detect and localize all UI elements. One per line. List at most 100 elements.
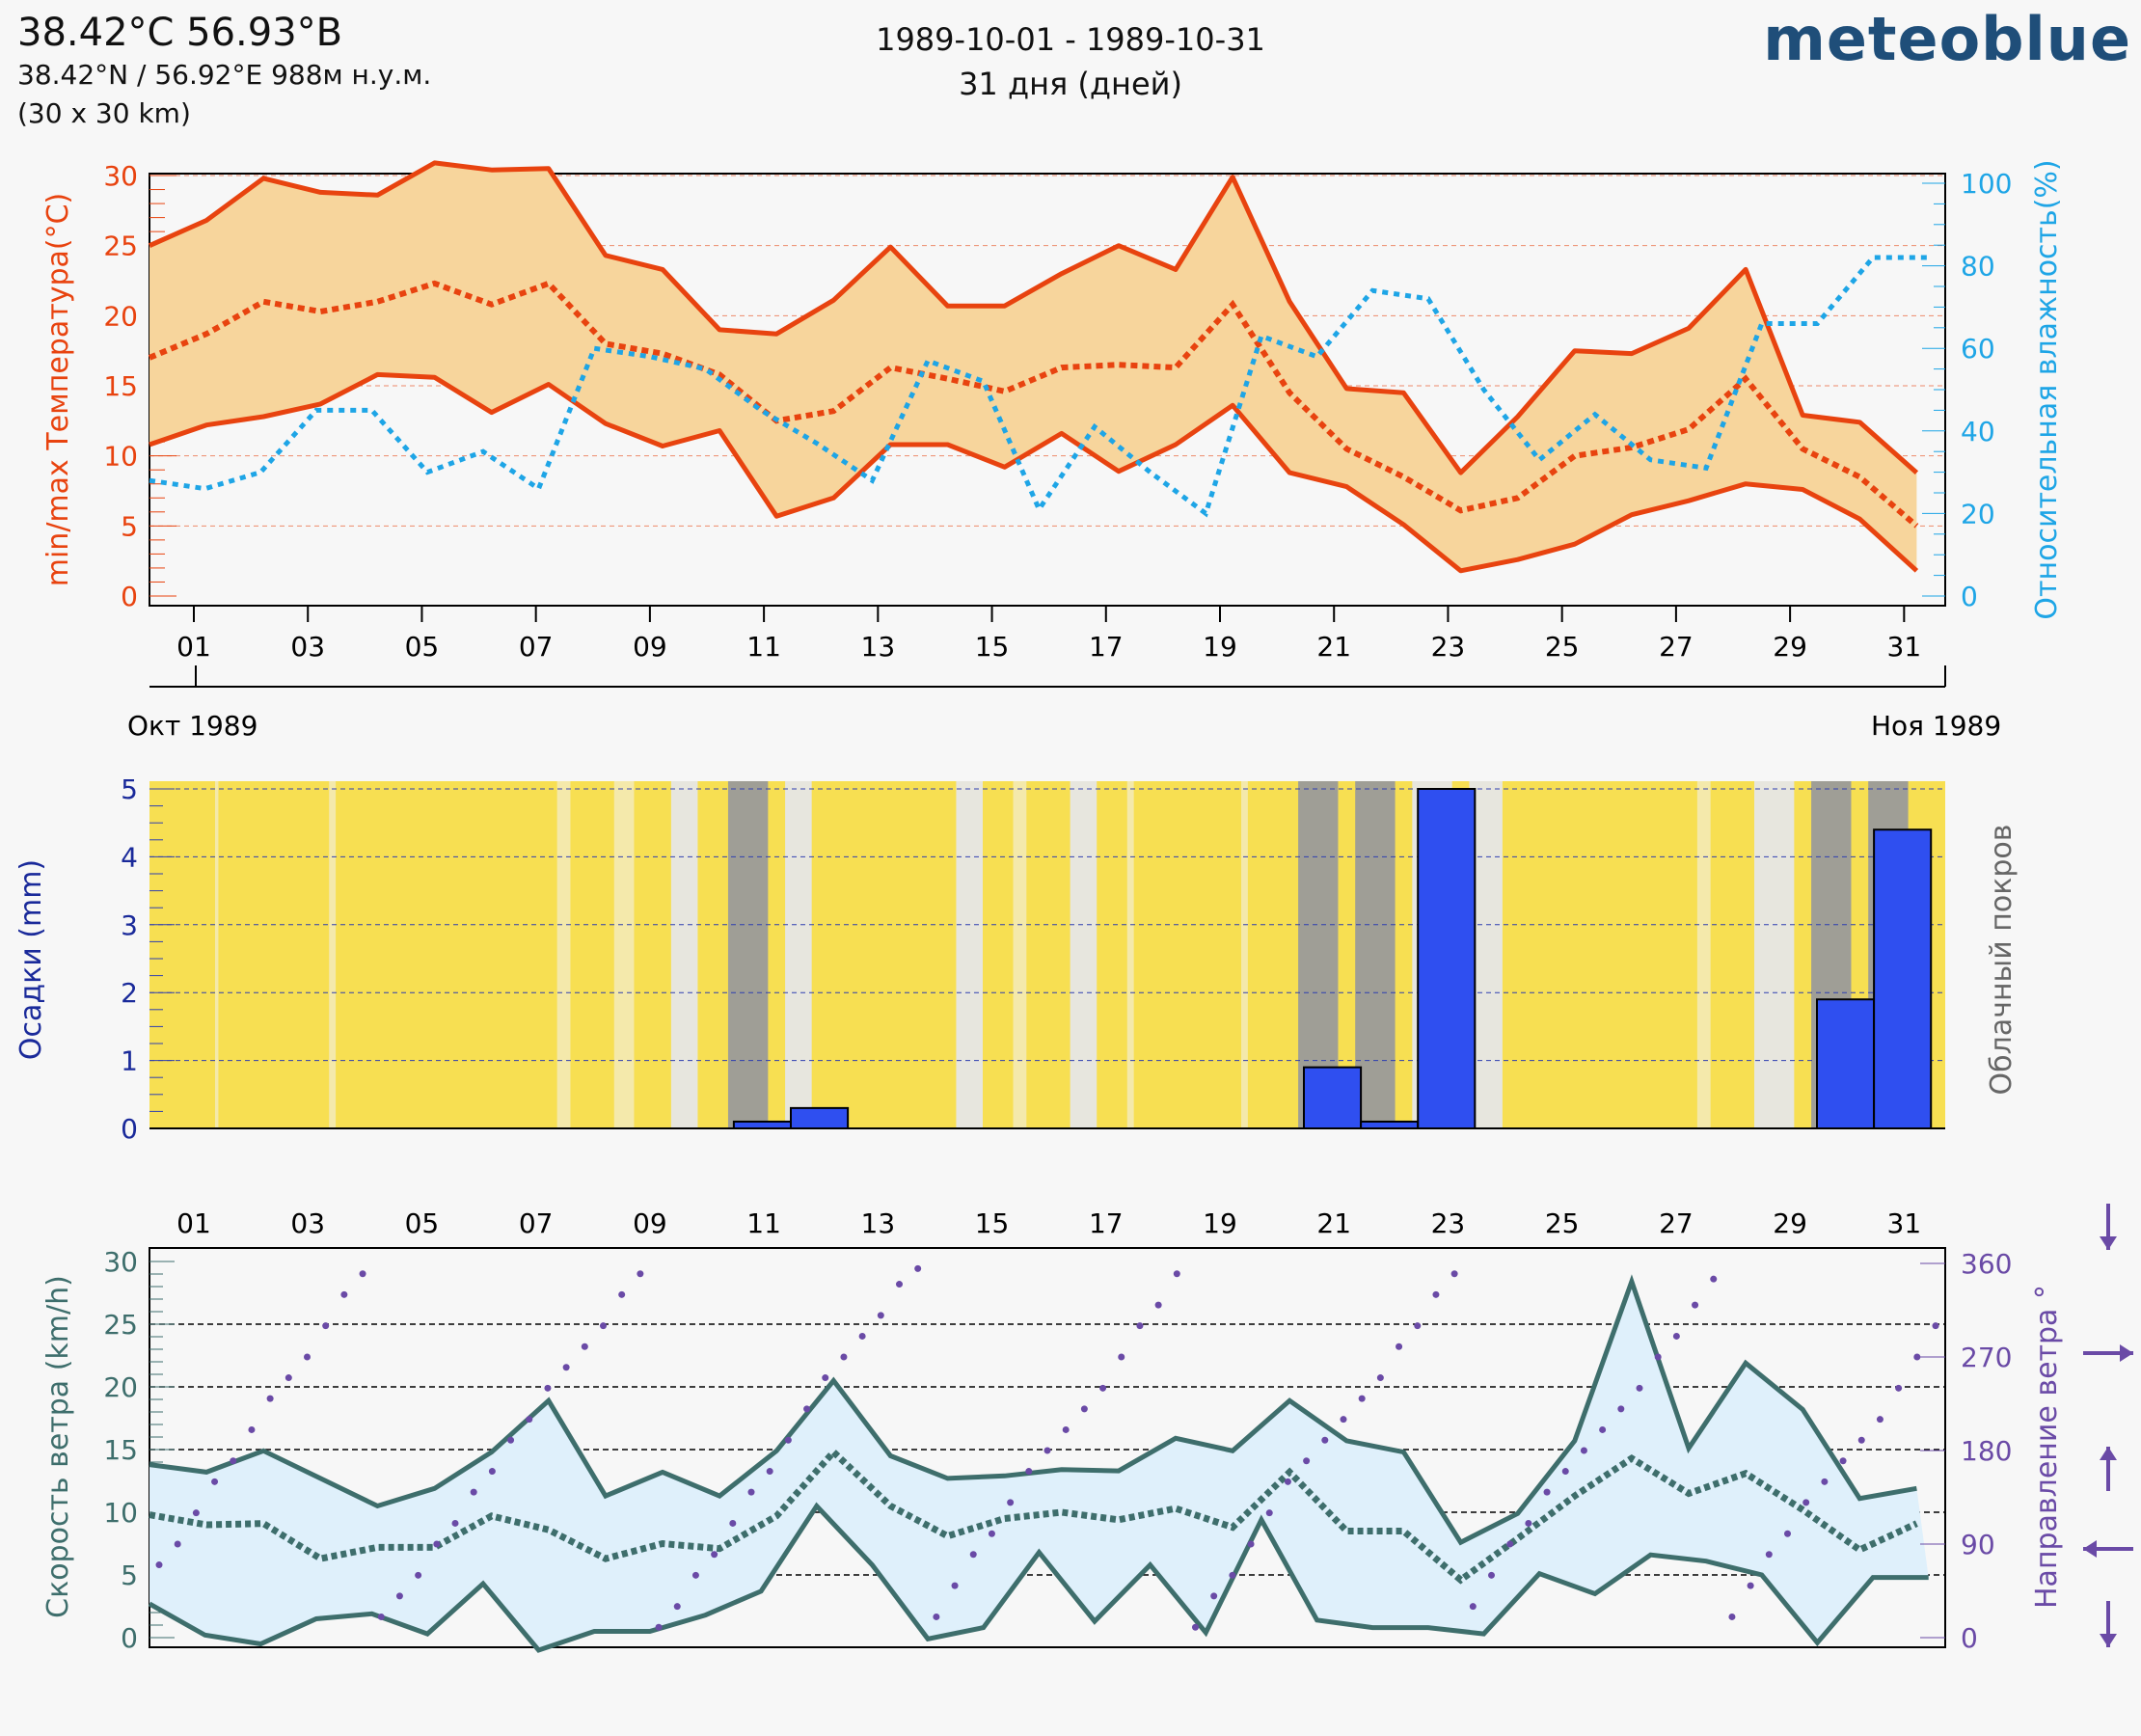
wind-direction-point (211, 1478, 219, 1485)
day-tick-label: 19 (1203, 631, 1237, 663)
direction-arrow-head-icon (2100, 1634, 2117, 1647)
direction-arrow-head-icon (2100, 1236, 2117, 1250)
wind-direction-point (729, 1519, 737, 1527)
wind-direction-point (1636, 1384, 1643, 1392)
wind-direction-point (285, 1374, 292, 1382)
day-tick-label: 27 (1659, 631, 1694, 663)
wind-direction-point (266, 1395, 274, 1402)
wind-direction-point (1173, 1270, 1180, 1278)
day-tick-label: 11 (746, 631, 781, 663)
cloud-axis-title: Облачный покров (1985, 825, 2019, 1096)
wind-direction-point (1672, 1332, 1680, 1340)
cloud-cover-band (1126, 781, 1134, 1128)
wind-tick-label: 0 (121, 1622, 138, 1654)
direction-arrow-head-icon (2120, 1344, 2133, 1362)
sunshine-background (149, 781, 1945, 1128)
wind-direction-point (896, 1281, 903, 1288)
wind-direction-point (433, 1540, 441, 1548)
wind-direction-point (1728, 1613, 1736, 1620)
wind-direction-point (192, 1509, 200, 1517)
wind-direction-point (470, 1488, 477, 1496)
day-tick-label: 31 (1887, 631, 1922, 663)
date-range: 1989-10-01 - 1989-10-31 (876, 21, 1265, 58)
temp-max-line (148, 160, 1919, 475)
wind-direction-axis-title: Направление ветра ° (2030, 1285, 2064, 1609)
wind-direction-point (1654, 1353, 1662, 1361)
day-count: 31 дня (дней) (959, 66, 1182, 102)
wind-tick-label: 20 (103, 1371, 138, 1403)
day-tick-label: 23 (1431, 631, 1466, 663)
wind-day-tick-label: 03 (290, 1207, 325, 1239)
wind-direction-point (1118, 1353, 1125, 1361)
wind-direction-point (914, 1264, 922, 1272)
wind-direction-point (747, 1488, 755, 1496)
wind-direction-point (174, 1540, 181, 1548)
temp-tick-label: 5 (121, 510, 138, 542)
grid-resolution: (30 x 30 km) (17, 97, 191, 129)
precipitation-panel: 0 1 2 3 4 5 Осадки (mm) Облачный покров (14, 773, 2019, 1145)
precip-bar (1303, 1066, 1363, 1130)
direction-arrow-head-icon (2100, 1447, 2117, 1460)
wind-direction-point (1932, 1322, 1939, 1330)
wind-direction-point (1506, 1540, 1514, 1548)
day-tick-label: 17 (1089, 631, 1124, 663)
wind-direction-point (581, 1343, 588, 1350)
wind-day-tick-label: 19 (1203, 1207, 1237, 1239)
wind-direction-point (1414, 1322, 1422, 1330)
wind-direction-point (1265, 1509, 1273, 1517)
wind-direction-point (415, 1571, 422, 1579)
wind-direction-point (840, 1353, 848, 1361)
wind-tick-label: 30 (103, 1246, 138, 1278)
cloud-cover-band (1696, 781, 1711, 1128)
wind-direction-point (230, 1457, 237, 1465)
wind-direction-point (507, 1436, 515, 1444)
wind-direction-point (1321, 1436, 1329, 1444)
temp-tick-label: 0 (121, 581, 138, 612)
wind-direction-point (155, 1561, 163, 1569)
wind-direction-point (1784, 1530, 1791, 1537)
wind-direction-point (1303, 1457, 1311, 1465)
direction-tick-label: 90 (1961, 1529, 1995, 1560)
wind-direction-point (562, 1364, 570, 1371)
precip-bar (732, 1120, 793, 1129)
header-left: 38.42°C 56.93°В 38.42°N / 56.92°E 988м н… (17, 10, 431, 133)
wind-direction-point (1025, 1468, 1033, 1476)
wind-tick-label: 25 (103, 1309, 138, 1341)
wind-direction-point (322, 1322, 330, 1330)
wind-direction-point (1007, 1499, 1015, 1506)
temp-axis-title: min/max Температура(°C) (41, 193, 75, 587)
wind-direction-point (1802, 1499, 1810, 1506)
wind-direction-point (1340, 1416, 1347, 1424)
humidity-tick-label: 60 (1961, 333, 1995, 365)
wind-direction-point (248, 1425, 256, 1433)
wind-direction-point (451, 1519, 459, 1527)
month-end-label: Ноя 1989 (1871, 710, 2001, 742)
wind-direction-point (969, 1551, 977, 1559)
wind-direction-point (858, 1332, 866, 1340)
wind-direction-point (340, 1290, 348, 1298)
wind-range-area (149, 1281, 1929, 1650)
wind-day-tick-label: 05 (405, 1207, 440, 1239)
wind-direction-point (1747, 1582, 1754, 1589)
wind-direction-point (1580, 1447, 1587, 1454)
wind-direction-point (1857, 1436, 1865, 1444)
day-tick-label: 13 (861, 631, 896, 663)
wind-direction-point (1543, 1488, 1551, 1496)
wind-day-tick-label: 13 (861, 1207, 896, 1239)
wind-direction-point (1488, 1571, 1495, 1579)
temp-tick-label: 20 (103, 300, 138, 332)
wind-min-line (148, 1502, 1929, 1653)
cloud-cover-band (329, 781, 337, 1128)
day-tick-label: 29 (1773, 631, 1807, 663)
precip-bar (1417, 788, 1477, 1129)
wind-direction-point (1043, 1447, 1051, 1454)
cloud-cover-band (956, 781, 984, 1128)
direction-arrow-head-icon (2083, 1540, 2097, 1558)
cloud-cover-band (670, 781, 698, 1128)
temp-min-line (149, 371, 1919, 574)
period-header: 1989-10-01 - 1989-10-31 31 дня (дней) (849, 17, 1292, 106)
wind-direction-point (304, 1353, 311, 1361)
wind-direction-point (377, 1613, 385, 1620)
wind-tick-label: 5 (121, 1560, 138, 1591)
